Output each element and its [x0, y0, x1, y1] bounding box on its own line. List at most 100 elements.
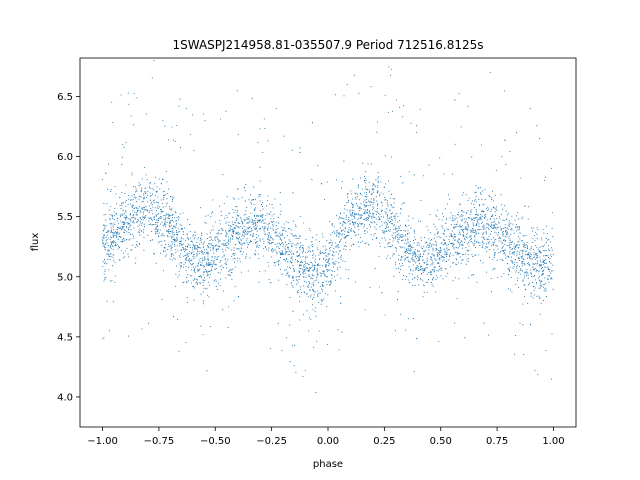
data-point — [255, 222, 257, 224]
data-point — [184, 247, 186, 250]
data-point — [169, 226, 171, 228]
data-point — [370, 234, 372, 236]
data-points — [101, 60, 554, 394]
data-point — [284, 247, 286, 249]
data-point — [456, 263, 458, 266]
data-point — [532, 227, 534, 229]
data-point — [317, 165, 319, 167]
data-point — [522, 253, 524, 255]
data-point — [332, 261, 334, 264]
data-point — [118, 246, 120, 248]
data-point — [247, 270, 249, 272]
data-point — [176, 217, 178, 219]
data-point — [455, 247, 457, 249]
data-point — [370, 221, 372, 223]
data-point — [200, 239, 202, 241]
data-point — [298, 235, 301, 237]
data-point — [165, 254, 168, 256]
data-point — [523, 242, 525, 244]
data-point — [337, 329, 339, 331]
data-point — [202, 271, 204, 273]
data-point — [368, 181, 370, 183]
data-point — [301, 261, 303, 263]
data-point — [478, 223, 480, 225]
data-point — [150, 207, 152, 209]
data-point — [483, 224, 485, 226]
data-point — [363, 208, 365, 211]
data-point — [500, 276, 502, 278]
data-point — [460, 226, 462, 228]
data-point — [392, 198, 394, 200]
data-point — [401, 279, 403, 281]
data-point — [246, 227, 248, 229]
data-point — [263, 229, 265, 231]
data-point — [509, 224, 511, 226]
data-point — [331, 243, 333, 245]
data-point — [421, 256, 424, 258]
data-point — [269, 239, 271, 242]
data-point — [483, 226, 485, 228]
data-point — [116, 237, 118, 239]
data-point — [473, 245, 475, 247]
data-point — [180, 243, 182, 245]
data-point — [497, 234, 499, 236]
data-point — [207, 294, 209, 296]
data-point — [292, 310, 294, 312]
data-point — [474, 214, 477, 216]
data-point — [386, 214, 388, 216]
data-point — [231, 249, 233, 251]
data-point — [432, 247, 434, 249]
data-point — [537, 374, 539, 376]
data-point — [325, 263, 327, 265]
data-point — [333, 255, 335, 257]
data-point — [226, 216, 228, 219]
data-point — [374, 226, 376, 228]
data-point — [389, 239, 391, 241]
data-point — [502, 233, 504, 235]
data-point — [376, 131, 378, 133]
data-point — [237, 222, 239, 224]
data-point — [125, 205, 127, 207]
data-point — [497, 276, 499, 279]
data-point — [476, 216, 478, 218]
data-point — [436, 276, 438, 279]
data-point — [511, 260, 513, 262]
data-point — [368, 191, 370, 194]
data-point — [299, 296, 301, 298]
data-point — [326, 240, 328, 242]
data-point — [123, 238, 125, 240]
data-point — [143, 249, 145, 251]
data-point — [139, 228, 141, 230]
data-point — [476, 281, 478, 283]
data-point — [365, 211, 367, 213]
data-point — [481, 210, 483, 212]
data-point — [456, 223, 458, 225]
data-point — [316, 340, 318, 342]
data-point — [143, 236, 145, 239]
data-point — [256, 230, 258, 232]
data-point — [550, 270, 553, 272]
data-point — [236, 237, 238, 239]
data-point — [123, 216, 125, 219]
data-point — [363, 175, 366, 177]
data-point — [296, 291, 298, 293]
data-point — [253, 208, 256, 210]
data-point — [470, 235, 472, 237]
data-point — [133, 196, 135, 198]
data-point — [298, 253, 301, 255]
data-point — [103, 237, 105, 239]
data-point — [474, 229, 476, 231]
data-point — [448, 228, 450, 230]
data-point — [523, 275, 526, 277]
data-point — [311, 273, 313, 275]
data-point — [338, 244, 340, 246]
data-point — [533, 275, 535, 277]
data-point — [521, 260, 523, 262]
data-point — [119, 259, 121, 261]
data-point — [373, 221, 375, 223]
data-point — [476, 214, 478, 216]
data-point — [543, 232, 545, 234]
data-point — [428, 272, 430, 274]
data-point — [425, 261, 427, 263]
data-point — [325, 255, 327, 257]
